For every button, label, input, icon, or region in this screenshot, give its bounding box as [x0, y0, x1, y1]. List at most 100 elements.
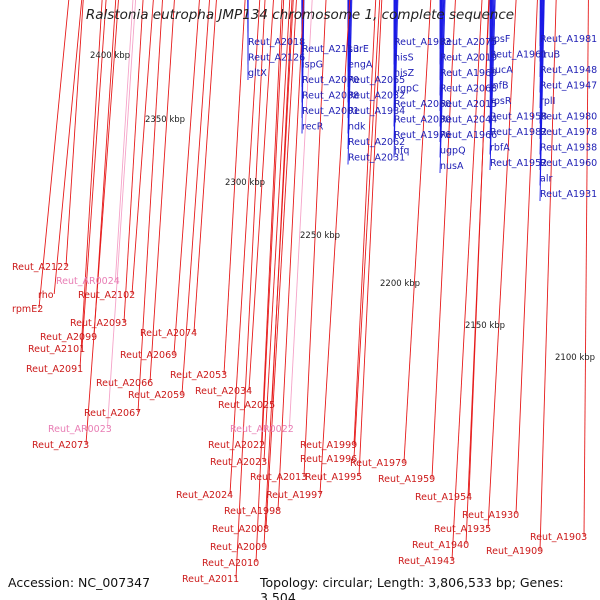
gene-label-forward: Reut_A2030 — [394, 115, 451, 126]
reverse-leader-line — [431, 0, 456, 479]
gene-label-reverse: Reut_A2025 — [218, 400, 275, 411]
reverse-leader-line — [583, 0, 589, 537]
reverse-leader-line — [353, 0, 381, 459]
gene-label-reverse: Reut_A2023 — [210, 457, 267, 468]
reverse-leader-line — [123, 0, 144, 323]
gene-label-forward: Reut_A1947 — [540, 81, 597, 92]
gene-label-reverse: Reut_A1935 — [434, 524, 491, 535]
gene-label-forward: Reut_A2018 — [248, 37, 305, 48]
gene-label-forward: Reut_A1960 — [540, 158, 597, 169]
genome-summary-text: Topology: circular; Length: 3,806,533 bp… — [260, 575, 564, 600]
gene-label-reverse: Reut_A1999 — [300, 440, 357, 451]
gene-label-forward: Reut_A1982 — [490, 127, 547, 138]
reverse-leader-line — [263, 0, 294, 547]
reverse-leader-line — [106, 0, 137, 429]
reverse-leader-line — [149, 0, 175, 383]
reverse-leader-line — [277, 0, 305, 511]
gene-label-forward: nusA — [440, 161, 464, 172]
gene-label-reverse: Reut_A1909 — [486, 546, 543, 557]
scale-label: 2200 kbp — [380, 279, 420, 289]
gene-label-reverse: Reut_AR0024 — [56, 276, 120, 287]
gene-label-forward: Reut_A2060 — [394, 99, 451, 110]
gene-label-forward: Reut_A1958 — [490, 112, 547, 123]
gene-label-reverse: Reut_A1959 — [378, 474, 435, 485]
reverse-leader-line — [131, 0, 154, 295]
gene-labels: Reut_A2018 Reut_A2126 gltX Reut_A2113 ispG Re… — [12, 34, 597, 585]
gene-label-forward: Reut_A2001 — [302, 106, 359, 117]
gene-label-forward: Reut_A2044 — [440, 115, 497, 126]
reverse-leader-line — [223, 0, 246, 375]
reverse-leader-line — [451, 0, 483, 561]
scale-ticks: 2400 kbp 2350 kbp 2300 kbp 2250 kbp 2200 kbp… — [90, 51, 595, 363]
gene-label-forward: Reut_A1931 — [540, 189, 597, 200]
gene-label-forward: rpsF — [490, 34, 510, 45]
map-title: Ralstonia eutropha JMP134 chromosome 1, … — [85, 7, 515, 23]
gene-label-reverse: Reut_A1930 — [462, 510, 519, 521]
gene-label-forward: Reut_A2070 — [302, 75, 359, 86]
gene-label-forward: Reut_A2019 — [440, 53, 497, 64]
gene-label-forward: Reut_A1976 — [394, 130, 451, 141]
gene-label-forward: Reut_A1966 — [440, 130, 497, 141]
reverse-leader-line — [403, 0, 432, 463]
gene-label-reverse: Reut_A2093 — [70, 318, 127, 329]
gene-label-forward: infB — [490, 81, 509, 92]
gene-label-forward: sucA — [490, 65, 513, 76]
gene-label-forward: Reut_A1952 — [490, 158, 547, 169]
gene-label-forward: Reut_A1981 — [540, 34, 597, 45]
gene-label-reverse: Reut_A2067 — [84, 408, 141, 419]
reverse-leader-line — [38, 0, 70, 309]
reverse-leader-line — [79, 0, 103, 369]
gene-label-forward: gltX — [248, 68, 267, 79]
scale-label: 2300 kbp — [225, 178, 265, 188]
gene-label-reverse: Reut_A1940 — [412, 540, 469, 551]
gene-label-reverse: rpmE2 — [12, 304, 43, 315]
reverse-leader-line — [487, 0, 517, 529]
scale-label: 2400 kbp — [90, 51, 130, 61]
gene-label-forward: Reut_A1980 — [540, 112, 597, 123]
reverse-leader-line — [263, 0, 291, 462]
gene-label-reverse: Reut_AR0022 — [230, 424, 294, 435]
reverse-leader-line — [261, 0, 285, 445]
gene-label-reverse: rho — [38, 290, 54, 301]
gene-label-forward: engA — [348, 60, 373, 71]
gene-label-forward: alr — [540, 174, 552, 185]
gene-label-forward: surE — [348, 44, 369, 55]
reverse-leader-line — [515, 0, 538, 515]
gene-label-forward: ugpQ — [440, 146, 466, 157]
gene-label-reverse: Reut_A2034 — [195, 386, 252, 397]
gene-label-forward: Reut_A1983 — [394, 37, 451, 48]
gene-label-reverse: Reut_A2013 — [250, 472, 307, 483]
gene-label-forward: Reut_A1961 — [490, 50, 547, 61]
gene-label-forward: hfq — [394, 146, 409, 157]
reverse-leader-line — [229, 0, 261, 495]
gene-label-forward: Reut_A2015 — [440, 99, 497, 110]
gene-label-reverse: Reut_A1903 — [530, 532, 587, 543]
gene-label-forward: ndk — [348, 122, 366, 133]
gene-label-forward: rbfA — [490, 143, 510, 154]
reverse-leader-line — [93, 0, 117, 337]
gene-label-forward: Reut_A2113 — [302, 44, 359, 55]
reverse-leader-line — [248, 0, 274, 391]
gene-label-forward: Reut_A2065 — [348, 75, 405, 86]
gene-label-reverse: Reut_A1943 — [398, 556, 455, 567]
gene-label-forward: Reut_A2062 — [348, 137, 405, 148]
gene-label-forward: Reut_A2126 — [248, 53, 305, 64]
gene-label-forward: Reut_A2075 — [440, 37, 497, 48]
reverse-leader-line — [265, 0, 297, 529]
gene-label-forward: Reut_A2038 — [302, 91, 359, 102]
scale-label: 2250 kbp — [300, 231, 340, 241]
reverse-leader-line — [65, 0, 84, 267]
reverse-leader-line — [114, 0, 134, 281]
gene-label-forward: Reut_A1948 — [540, 65, 597, 76]
reverse-leader-line — [193, 0, 217, 333]
gene-label-reverse: Reut_A2009 — [210, 542, 267, 553]
gene-label-reverse: Reut_AR0023 — [48, 424, 112, 435]
gene-label-forward: truB — [540, 50, 560, 61]
gene-label-forward: Reut_A1978 — [540, 127, 597, 138]
gene-label-reverse: Reut_A2022 — [208, 440, 265, 451]
gene-label-forward: rpsR — [490, 96, 512, 107]
gene-label-reverse: Reut_A1998 — [224, 506, 281, 517]
accession-text: Accession: NC_007347 — [8, 575, 151, 590]
reverse-leader-line — [255, 0, 283, 563]
